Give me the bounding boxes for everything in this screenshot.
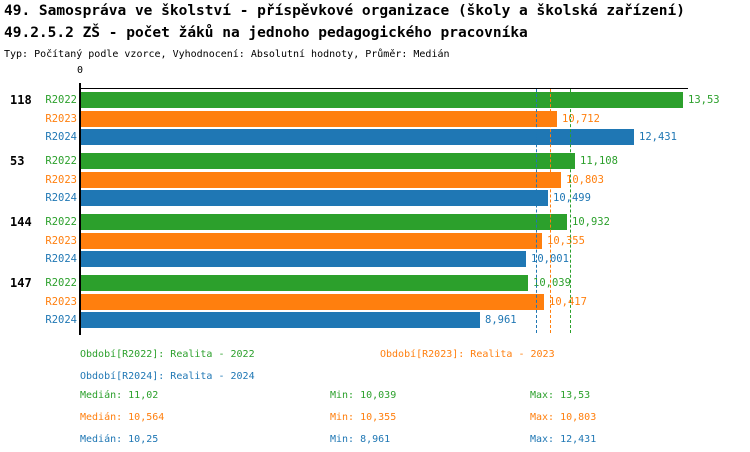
bar-value-label: 10,355 [547,235,585,247]
bar-value-label: 10,712 [562,113,600,125]
stat-min: Min: 10,039 [330,390,397,401]
stat-median: Medián: 10,564 [80,412,165,423]
legend-item: Období[R2022]: Realita - 2022 [80,349,255,360]
group-label: 147 [10,276,32,290]
bar-series-label: R2024 [45,253,77,265]
indicator-title: 49.2.5.2 ZŠ - počet žáků na jednoho peda… [4,25,528,41]
bar [81,129,634,145]
stat-max: Max: 13,53 [530,390,591,401]
bar-value-label: 10,001 [531,253,569,265]
bar-value-label: 13,53 [688,94,720,106]
median-line [550,89,551,333]
bar [81,214,567,230]
bar-series-label: R2023 [45,113,77,125]
bar-value-label: 10,803 [566,174,604,186]
stat-median: Medián: 11,02 [80,390,159,401]
legend-item: Období[R2024]: Realita - 2024 [80,371,255,382]
group-label: 144 [10,215,32,229]
bar-series-label: R2022 [45,216,77,228]
bar-series-label: R2023 [45,296,77,308]
median-line [536,89,537,333]
bar-value-label: 8,961 [485,314,517,326]
bar [81,172,561,188]
stat-min: Min: 8,961 [330,434,391,445]
bar-value-label: 11,108 [580,155,618,167]
bar [81,251,526,267]
bar-value-label: 10,039 [533,277,571,289]
bar-series-label: R2023 [45,235,77,247]
bar [81,312,480,328]
legend-item: Období[R2023]: Realita - 2023 [380,349,555,360]
bar-series-label: R2024 [45,192,77,204]
bar-value-label: 10,499 [553,192,591,204]
chart-subtitle: Typ: Počítaný podle vzorce, Vyhodnocení:… [4,49,450,60]
bar [81,190,548,206]
bar-series-label: R2022 [45,277,77,289]
median-line [570,89,571,333]
axis-vertical-line [79,83,81,335]
bar [81,153,575,169]
stat-median: Medián: 10,25 [80,434,159,445]
stat-max: Max: 10,803 [530,412,597,423]
bar-value-label: 12,431 [639,131,677,143]
bar-series-label: R2024 [45,314,77,326]
bar [81,275,528,291]
axis-top-line [80,88,688,89]
bar [81,92,683,108]
axis-zero-tick-label: 0 [76,65,84,76]
bar-series-label: R2022 [45,94,77,106]
bar [81,111,557,127]
report-title: 49. Samospráva ve školství - příspěvkové… [4,3,685,19]
bar-value-label: 10,417 [549,296,587,308]
stat-max: Max: 12,431 [530,434,597,445]
bar-value-label: 10,932 [572,216,610,228]
bar-series-label: R2022 [45,155,77,167]
stat-min: Min: 10,355 [330,412,397,423]
group-label: 118 [10,93,32,107]
bar-series-label: R2023 [45,174,77,186]
group-label: 53 [10,154,25,168]
bar [81,294,544,310]
bar-series-label: R2024 [45,131,77,143]
bar [81,233,542,249]
